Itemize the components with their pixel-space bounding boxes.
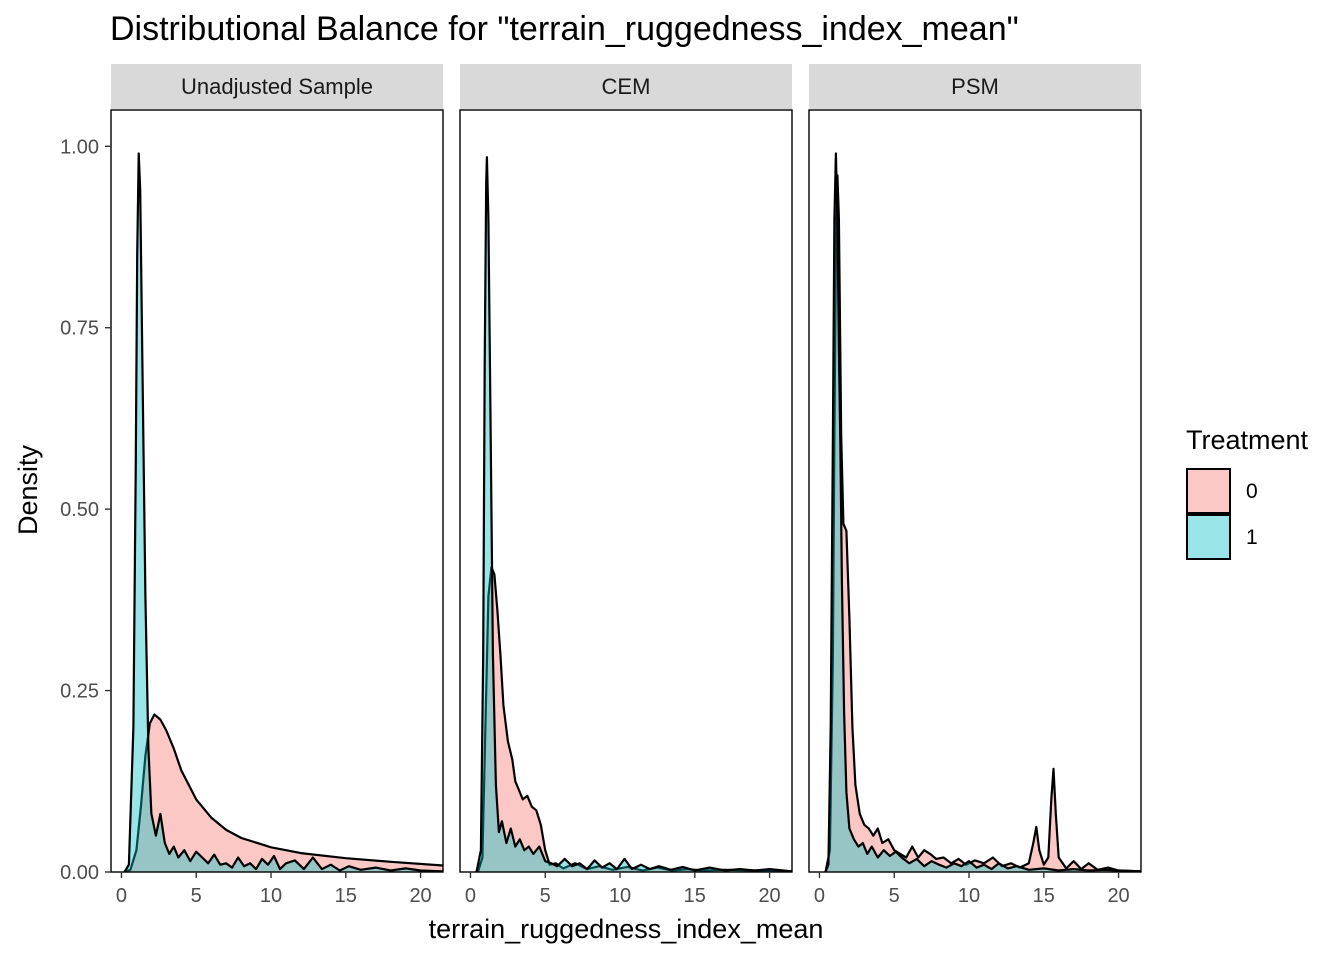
- x-tick-label: 15: [1033, 885, 1055, 907]
- facet-strip-label: CEM: [602, 74, 651, 99]
- x-tick-label: 5: [889, 885, 900, 907]
- x-tick-label: 20: [409, 885, 431, 907]
- x-tick-label: 0: [465, 885, 476, 907]
- y-tick-label: 0.50: [60, 499, 99, 521]
- chart-title: Distributional Balance for "terrain_rugg…: [110, 10, 1019, 48]
- density-line-treatment-1: [824, 152, 1141, 872]
- density-areas: [824, 152, 1141, 872]
- y-tick-label: 0.00: [60, 862, 99, 884]
- density-fill-treatment-0: [477, 567, 792, 872]
- facet-strip: [111, 64, 443, 109]
- density-line-treatment-0: [476, 566, 792, 872]
- panel-psm: PSM 0 5 10 15 20: [808, 64, 1142, 907]
- density-areas: [123, 152, 443, 872]
- x-axis-title: terrain_ruggedness_index_mean: [429, 914, 824, 944]
- plot-background: [460, 110, 792, 872]
- facet-strip-label: Unadjusted Sample: [181, 74, 373, 99]
- facet-strip: [809, 64, 1141, 109]
- density-line-treatment-0: [124, 713, 443, 872]
- density-line-treatment-1: [123, 152, 443, 872]
- y-tick-label: 1.00: [60, 136, 99, 158]
- legend-key-1: [1186, 514, 1231, 560]
- legend-key-0: [1186, 468, 1231, 514]
- legend-key-bg: [1186, 514, 1231, 560]
- panel-border: [459, 109, 793, 873]
- density-line-treatment-0: [824, 174, 1141, 872]
- panel-border: [110, 109, 444, 873]
- facet-strip-label: PSM: [951, 74, 999, 99]
- x-tick-label: 15: [335, 885, 357, 907]
- legend-label-0: 0: [1246, 480, 1258, 503]
- density-areas: [475, 156, 792, 872]
- x-tick-label: 5: [191, 885, 202, 907]
- plot-background: [111, 110, 443, 872]
- x-tick-label: 10: [260, 885, 282, 907]
- x-tick-label: 0: [116, 885, 127, 907]
- legend-key-bg: [1186, 468, 1231, 514]
- x-tick-label: 20: [758, 885, 780, 907]
- facet-strip: [460, 64, 792, 109]
- x-tick-label: 10: [958, 885, 980, 907]
- legend-title: Treatment: [1186, 425, 1309, 455]
- density-line-treatment-1: [475, 156, 792, 872]
- facet-panels: Unadjusted Sample 0 5 10 15 20 0.00 0.25 0.50 0.7…: [60, 64, 1142, 907]
- x-tick-label: 15: [684, 885, 706, 907]
- x-tick-label: 20: [1107, 885, 1129, 907]
- panel-border: [808, 109, 1142, 873]
- y-tick-label: 0.75: [60, 318, 99, 340]
- plot-background: [809, 110, 1141, 872]
- panel-cem: CEM 0 5 10 15 20: [459, 64, 793, 907]
- y-axis-title: Density: [13, 444, 43, 535]
- density-fill-treatment-0: [124, 714, 443, 872]
- x-tick-label: 0: [814, 885, 825, 907]
- panel-unadjusted-sample: Unadjusted Sample 0 5 10 15 20 0.00 0.25 0.50 0.7…: [60, 64, 444, 907]
- legend-label-1: 1: [1246, 526, 1258, 549]
- legend: Treatment 0 1: [1186, 425, 1309, 560]
- x-tick-label: 5: [540, 885, 551, 907]
- x-tick-label: 10: [609, 885, 631, 907]
- y-tick-label: 0.25: [60, 681, 99, 703]
